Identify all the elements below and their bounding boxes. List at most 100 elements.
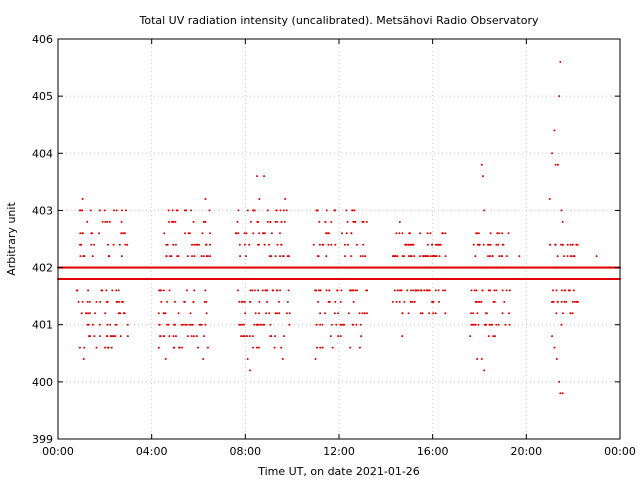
data-point [286, 300, 289, 303]
data-point [105, 300, 108, 303]
y-axis-label: Arbitrary unit [5, 202, 18, 276]
data-point [159, 289, 162, 292]
data-point [198, 243, 201, 246]
data-point [122, 312, 125, 315]
data-point [566, 266, 569, 269]
data-point [257, 266, 260, 269]
data-point [470, 323, 473, 326]
data-point [319, 289, 322, 292]
data-point [274, 255, 277, 258]
data-point [189, 312, 192, 315]
data-point [319, 346, 322, 349]
data-point [504, 323, 507, 326]
data-point [282, 209, 285, 212]
data-point [565, 300, 568, 303]
data-point [481, 289, 484, 292]
data-point [187, 278, 190, 280]
data-point [559, 392, 562, 395]
data-point [559, 60, 562, 63]
data-point [364, 255, 367, 258]
data-point [411, 243, 414, 246]
data-point [500, 255, 503, 258]
data-point [190, 323, 193, 326]
data-point [205, 243, 208, 246]
data-point [558, 95, 561, 98]
data-point [336, 289, 339, 292]
data-point [165, 278, 168, 280]
data-point [343, 266, 346, 269]
data-point [350, 255, 353, 258]
data-point [265, 312, 268, 315]
data-point [492, 300, 495, 303]
data-point [251, 335, 254, 338]
data-point [501, 232, 504, 235]
data-point [103, 209, 106, 212]
data-point [263, 278, 266, 280]
data-point [172, 220, 175, 223]
data-point [347, 312, 350, 315]
data-point [122, 278, 125, 280]
data-point [209, 232, 212, 235]
data-point [556, 255, 559, 258]
data-point [557, 278, 560, 280]
data-point [269, 323, 272, 326]
data-point [263, 323, 266, 326]
data-point [365, 220, 368, 223]
data-point [251, 289, 254, 292]
data-point [518, 255, 521, 258]
data-point [498, 232, 501, 235]
data-point [355, 323, 358, 326]
data-point [170, 255, 173, 258]
data-point [561, 278, 564, 280]
data-point [312, 278, 315, 280]
data-point [90, 266, 93, 269]
data-point [256, 278, 259, 280]
data-point [487, 335, 490, 338]
data-point [501, 312, 504, 315]
data-point [83, 266, 86, 269]
data-point [168, 335, 171, 338]
data-point [330, 243, 333, 246]
data-point [248, 266, 251, 269]
data-point [484, 266, 487, 269]
data-point [470, 289, 473, 292]
data-point [120, 266, 123, 269]
data-point [181, 346, 184, 349]
data-point [282, 255, 285, 258]
data-point [348, 278, 351, 280]
data-point [81, 278, 84, 280]
data-point [174, 323, 177, 326]
data-point [571, 300, 574, 303]
data-point [87, 323, 90, 326]
data-point [491, 255, 494, 258]
data-point [359, 323, 362, 326]
data-point [117, 289, 120, 292]
data-point [359, 255, 362, 258]
data-point [101, 289, 104, 292]
data-point [325, 289, 328, 292]
data-point [315, 278, 318, 280]
data-point [435, 278, 438, 280]
data-point [174, 300, 177, 303]
data-point [323, 278, 326, 280]
data-point [171, 209, 174, 212]
data-point [393, 266, 396, 269]
data-point [277, 300, 280, 303]
data-point [337, 312, 340, 315]
data-point [355, 243, 358, 246]
data-point [163, 335, 166, 338]
data-point [274, 312, 277, 315]
data-point [194, 266, 197, 269]
data-point [434, 312, 437, 315]
data-point [118, 300, 121, 303]
data-point [572, 278, 575, 280]
data-point [317, 300, 320, 303]
data-point [204, 266, 207, 269]
data-point [188, 323, 191, 326]
data-point [270, 278, 273, 280]
y-tick-label: 402 [32, 262, 53, 275]
data-point [331, 266, 334, 269]
data-point [489, 243, 492, 246]
data-point [90, 243, 93, 246]
